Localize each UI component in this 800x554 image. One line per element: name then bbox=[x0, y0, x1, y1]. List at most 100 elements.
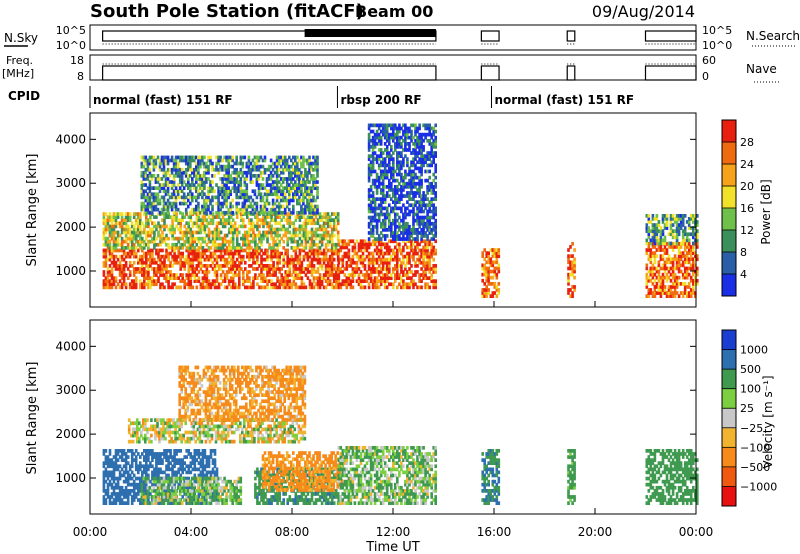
heatmap-cell bbox=[394, 126, 397, 131]
heatmap-cell bbox=[343, 279, 347, 283]
heatmap-cell bbox=[279, 183, 283, 187]
heatmap-cell bbox=[124, 254, 128, 259]
heatmap-cell bbox=[229, 164, 232, 169]
heatmap-cell bbox=[677, 263, 681, 268]
heatmap-cell bbox=[371, 197, 375, 201]
heatmap-cell bbox=[312, 183, 315, 187]
heatmap-cell bbox=[653, 241, 657, 246]
heatmap-cell bbox=[390, 228, 393, 232]
heatmap-cell bbox=[491, 251, 495, 255]
heatmap-cell bbox=[280, 273, 283, 277]
heatmap-cell bbox=[238, 279, 241, 283]
heatmap-cell bbox=[675, 223, 679, 227]
heatmap-cell bbox=[286, 230, 289, 235]
heatmap-cell bbox=[418, 142, 421, 146]
heatmap-cell bbox=[381, 129, 385, 134]
heatmap-cell bbox=[318, 212, 322, 216]
heatmap-cell bbox=[426, 163, 429, 168]
heatmap-cell bbox=[363, 267, 367, 271]
heatmap-cell bbox=[318, 224, 322, 229]
heatmap-cell bbox=[371, 200, 375, 204]
heatmap-cell bbox=[400, 276, 403, 280]
heatmap-cell bbox=[308, 207, 311, 212]
heatmap-cell bbox=[647, 226, 651, 230]
heatmap-cell bbox=[102, 242, 106, 247]
heatmap-cell bbox=[379, 257, 383, 262]
heatmap-cell bbox=[649, 288, 653, 292]
heatmap-cell bbox=[280, 218, 283, 222]
heatmap-cell bbox=[155, 279, 158, 283]
heatmap-cell bbox=[495, 254, 499, 258]
heatmap-cell bbox=[687, 242, 691, 246]
heatmap-cell bbox=[685, 272, 689, 277]
heatmap-cell bbox=[430, 135, 433, 140]
heatmap-cell bbox=[112, 282, 116, 287]
heatmap-cell bbox=[162, 170, 166, 175]
heatmap-cell bbox=[377, 206, 381, 211]
heatmap-cell bbox=[235, 177, 238, 181]
heatmap-cell bbox=[264, 218, 267, 222]
heatmap-cell bbox=[396, 200, 399, 204]
heatmap-cell bbox=[420, 231, 423, 235]
heatmap-cell bbox=[341, 264, 345, 268]
heatmap-cell bbox=[227, 282, 231, 287]
heatmap-cell bbox=[375, 221, 379, 226]
heatmap-cell bbox=[219, 167, 222, 172]
heatmap-cell bbox=[110, 282, 114, 287]
heatmap-cell bbox=[251, 189, 255, 194]
heatmap-cell bbox=[694, 257, 697, 262]
heatmap-cell bbox=[367, 163, 371, 168]
heatmap-cell bbox=[195, 279, 199, 283]
heatmap-cell bbox=[187, 236, 191, 241]
heatmap-cell bbox=[235, 230, 239, 235]
heatmap-cell bbox=[203, 198, 206, 203]
heatmap-cell bbox=[487, 272, 490, 277]
heatmap-cell bbox=[416, 129, 419, 134]
heatmap-cell bbox=[207, 192, 210, 197]
heatmap-cell bbox=[171, 264, 174, 268]
heatmap-cell bbox=[681, 229, 685, 233]
heatmap-cell bbox=[412, 248, 415, 253]
heatmap-cell bbox=[185, 221, 188, 226]
heatmap-cell bbox=[215, 276, 219, 280]
heatmap-cell bbox=[189, 215, 193, 219]
heatmap-cell bbox=[272, 267, 275, 271]
heatmap-cell bbox=[174, 158, 178, 163]
heatmap-cell bbox=[334, 246, 338, 250]
heatmap-cell bbox=[675, 245, 679, 249]
heatmap-cell bbox=[377, 242, 381, 247]
heatmap-cell bbox=[128, 236, 132, 241]
heatmap-cell bbox=[302, 236, 306, 241]
heatmap-cell bbox=[369, 160, 373, 165]
heatmap-cell bbox=[493, 260, 497, 265]
heatmap-cell bbox=[326, 264, 330, 268]
heatmap-cell bbox=[252, 257, 255, 262]
heatmap-cell bbox=[653, 272, 657, 277]
heatmap-cell bbox=[302, 158, 305, 163]
heatmap-cell bbox=[434, 279, 437, 283]
heatmap-cell bbox=[197, 183, 200, 187]
heatmap-cell bbox=[217, 204, 220, 209]
heatmap-cell bbox=[262, 215, 265, 219]
heatmap-cell bbox=[292, 276, 296, 280]
heatmap-cell bbox=[651, 254, 655, 258]
heatmap-cell bbox=[184, 210, 188, 215]
heatmap-cell bbox=[271, 167, 275, 172]
heatmap-cell bbox=[158, 210, 162, 215]
heatmap-cell bbox=[373, 151, 377, 155]
heatmap-cell bbox=[239, 158, 243, 163]
heatmap-cell bbox=[318, 260, 322, 265]
heatmap-cell bbox=[318, 227, 322, 232]
heatmap-cell bbox=[669, 217, 673, 221]
heatmap-cell bbox=[675, 266, 679, 271]
heatmap-cell bbox=[418, 209, 421, 214]
heatmap-cell bbox=[694, 223, 697, 227]
heatmap-cell bbox=[246, 270, 249, 274]
heatmap-cell bbox=[281, 155, 285, 160]
heatmap-cell bbox=[404, 285, 407, 290]
nave-tick-top: 60 bbox=[702, 54, 716, 67]
heatmap-cell bbox=[349, 257, 353, 262]
heatmap-cell bbox=[385, 206, 389, 211]
heatmap-cell bbox=[663, 269, 667, 274]
heatmap-cell bbox=[146, 158, 150, 163]
